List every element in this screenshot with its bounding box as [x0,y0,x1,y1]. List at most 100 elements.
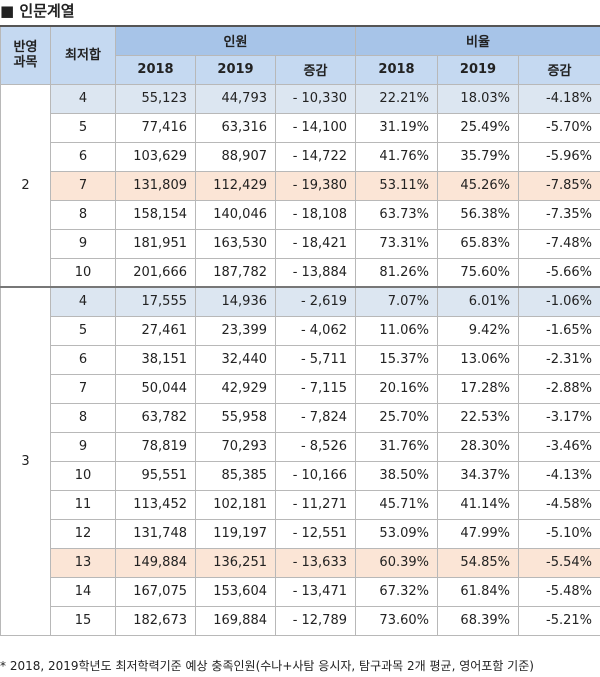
value-cell: 68.39% [437,605,519,636]
value-cell: 102,181 [195,489,276,520]
subject-cell: 3 [0,286,51,636]
value-cell: - 10,330 [275,83,356,114]
value-cell: 131,809 [115,170,196,201]
value-cell: -4.58% [518,489,600,520]
value-cell: 112,429 [195,170,276,201]
value-cell: 136,251 [195,547,276,578]
value-cell: 25.49% [437,112,519,143]
row: 15 182,673 169,884- 12,789 73.60% 68.39% -5.2… [1,605,600,636]
row: 3 4 17,555 14,936- 2,619 7.07% 6.01% -1.06% [0,286,600,636]
row: 8 63,782 55,958- 7,824 25.70% 22.53% -3.17% [1,402,600,433]
min-cell: 9 [50,228,116,259]
min-cell: 4 [50,286,116,317]
value-cell: 61.84% [437,576,519,607]
subheader: 2019 [195,54,276,85]
table-body: 2 4 55,123 44,793- 10,330 22.21% 18.03% -4.18%… [0,83,600,636]
value-cell: -2.88% [518,373,600,404]
value-cell: 13.06% [437,344,519,375]
value-cell: -4.13% [518,460,600,491]
value-cell: 27,461 [115,315,196,346]
value-cell: 70,293 [195,431,276,462]
value-cell: 9.42% [437,315,519,346]
header-row: 2018 2019 증감 2018 2019 증감 [1,54,600,85]
value-cell: 25.70% [355,402,438,433]
value-cell: 41.14% [437,489,519,520]
value-cell: 169,884 [195,605,276,636]
value-cell: - 19,380 [275,170,356,201]
header-row: 반영 과목 최저합 인원 비율 [0,25,600,85]
min-cell: 6 [50,344,116,375]
value-cell: -5.48% [518,576,600,607]
value-cell: 38.50% [355,460,438,491]
min-cell: 8 [50,199,116,230]
row: 2 4 55,123 44,793- 10,330 22.21% 18.03% -4.18% [0,83,600,288]
value-cell: 54.85% [437,547,519,578]
value-cell: 55,958 [195,402,276,433]
value-cell: 23,399 [195,315,276,346]
row: 10 95,551 85,385- 10,166 38.50% 34.37% -4.13% [1,460,600,491]
value-cell: 7.07% [355,286,438,317]
header-text: 반영 [13,40,38,56]
value-cell: - 18,108 [275,199,356,230]
value-cell: 153,604 [195,576,276,607]
value-cell: - 13,884 [275,257,356,288]
min-cell: 12 [50,518,116,549]
value-cell: 163,530 [195,228,276,259]
value-cell: 85,385 [195,460,276,491]
value-cell: - 12,551 [275,518,356,549]
min-cell: 10 [50,257,116,288]
value-cell: 44,793 [195,83,276,114]
value-cell: -5.70% [518,112,600,143]
value-cell: 158,154 [115,199,196,230]
min-cell: 5 [50,112,116,143]
row: 6 103,629 88,907- 14,722 41.76% 35.79% -5.96% [1,141,600,172]
row: 13 149,884 136,251- 13,633 60.39% 54.85% -5.5… [1,547,600,578]
value-cell: - 11,271 [275,489,356,520]
value-cell: 63,316 [195,112,276,143]
value-cell: 95,551 [115,460,196,491]
value-cell: 18.03% [437,83,519,114]
value-cell: 28.30% [437,431,519,462]
subject-cell: 2 [0,83,51,288]
value-cell: 41.76% [355,141,438,172]
value-cell: 11.06% [355,315,438,346]
value-cell: -7.48% [518,228,600,259]
value-cell: 53.09% [355,518,438,549]
value-cell: 45.71% [355,489,438,520]
footnote: * 2018, 2019학년도 최저학력기준 예상 충족인원(수나+사탐 응시자… [0,659,534,673]
value-cell: - 2,619 [275,286,356,317]
value-cell: 75.60% [437,257,519,288]
title: ■ 인문계열 [0,2,75,20]
value-cell: 73.31% [355,228,438,259]
min-cell: 4 [50,83,116,114]
value-cell: 67.32% [355,576,438,607]
value-cell: 38,151 [115,344,196,375]
min-cell: 7 [50,373,116,404]
value-cell: 17,555 [115,286,196,317]
min-cell: 8 [50,402,116,433]
row: 12 131,748 119,197- 12,551 53.09% 47.99% -5.1… [1,518,600,549]
value-cell: 63,782 [115,402,196,433]
row: 10 201,666 187,782- 13,884 81.26% 75.60% -5.6… [1,257,600,288]
people-header: 인원 [115,25,356,56]
value-cell: 73.60% [355,605,438,636]
value-cell: 53.11% [355,170,438,201]
subheader: 2018 [115,54,196,85]
row: 7 50,044 42,929- 7,115 20.16% 17.28% -2.88% [1,373,600,404]
subheader: 증감 [518,54,600,85]
value-cell: 65.83% [437,228,519,259]
value-cell: 77,416 [115,112,196,143]
min-cell: 13 [50,547,116,578]
row: 5 27,461 23,399- 4,062 11.06% 9.42% -1.65% [1,315,600,346]
min-cell: 9 [50,431,116,462]
value-cell: 14,936 [195,286,276,317]
value-cell: 149,884 [115,547,196,578]
value-cell: 35.79% [437,141,519,172]
min-cell: 10 [50,460,116,491]
value-cell: - 18,421 [275,228,356,259]
row: 7 131,809 112,429- 19,380 53.11% 45.26% -7.85… [1,170,600,201]
table: 반영 과목 최저합 인원 비율 2018 2019 증감 2018 2019 증감 2 4 55… [0,25,600,636]
value-cell: -3.46% [518,431,600,462]
value-cell: - 10,166 [275,460,356,491]
